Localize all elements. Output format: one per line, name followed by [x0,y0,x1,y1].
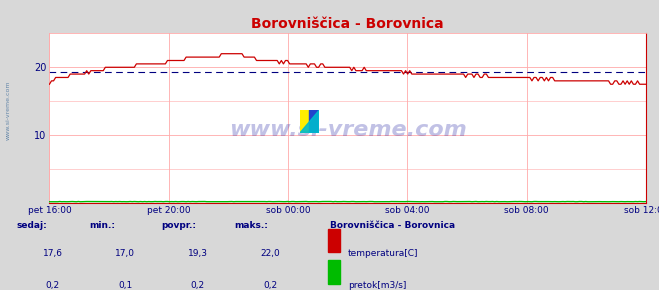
Text: 19,3: 19,3 [188,249,208,258]
Text: sedaj:: sedaj: [16,221,47,230]
Text: 22,0: 22,0 [260,249,280,258]
Title: Borovniščica - Borovnica: Borovniščica - Borovnica [251,17,444,31]
Text: 0,2: 0,2 [263,281,277,290]
Text: 0,2: 0,2 [45,281,60,290]
Text: Borovniščica - Borovnica: Borovniščica - Borovnica [330,221,455,230]
Text: 17,0: 17,0 [115,249,135,258]
Text: maks.:: maks.: [234,221,268,230]
Text: www.si-vreme.com: www.si-vreme.com [229,120,467,140]
Text: min.:: min.: [89,221,115,230]
Text: temperatura[C]: temperatura[C] [348,249,418,258]
Text: 0,2: 0,2 [190,281,205,290]
Text: pretok[m3/s]: pretok[m3/s] [348,281,407,290]
Bar [328,260,340,284]
Text: 17,6: 17,6 [43,249,63,258]
Text: povpr.:: povpr.: [161,221,196,230]
Bar [328,229,340,252]
Text: 0,1: 0,1 [118,281,132,290]
Text: www.si-vreme.com: www.si-vreme.com [5,80,11,140]
